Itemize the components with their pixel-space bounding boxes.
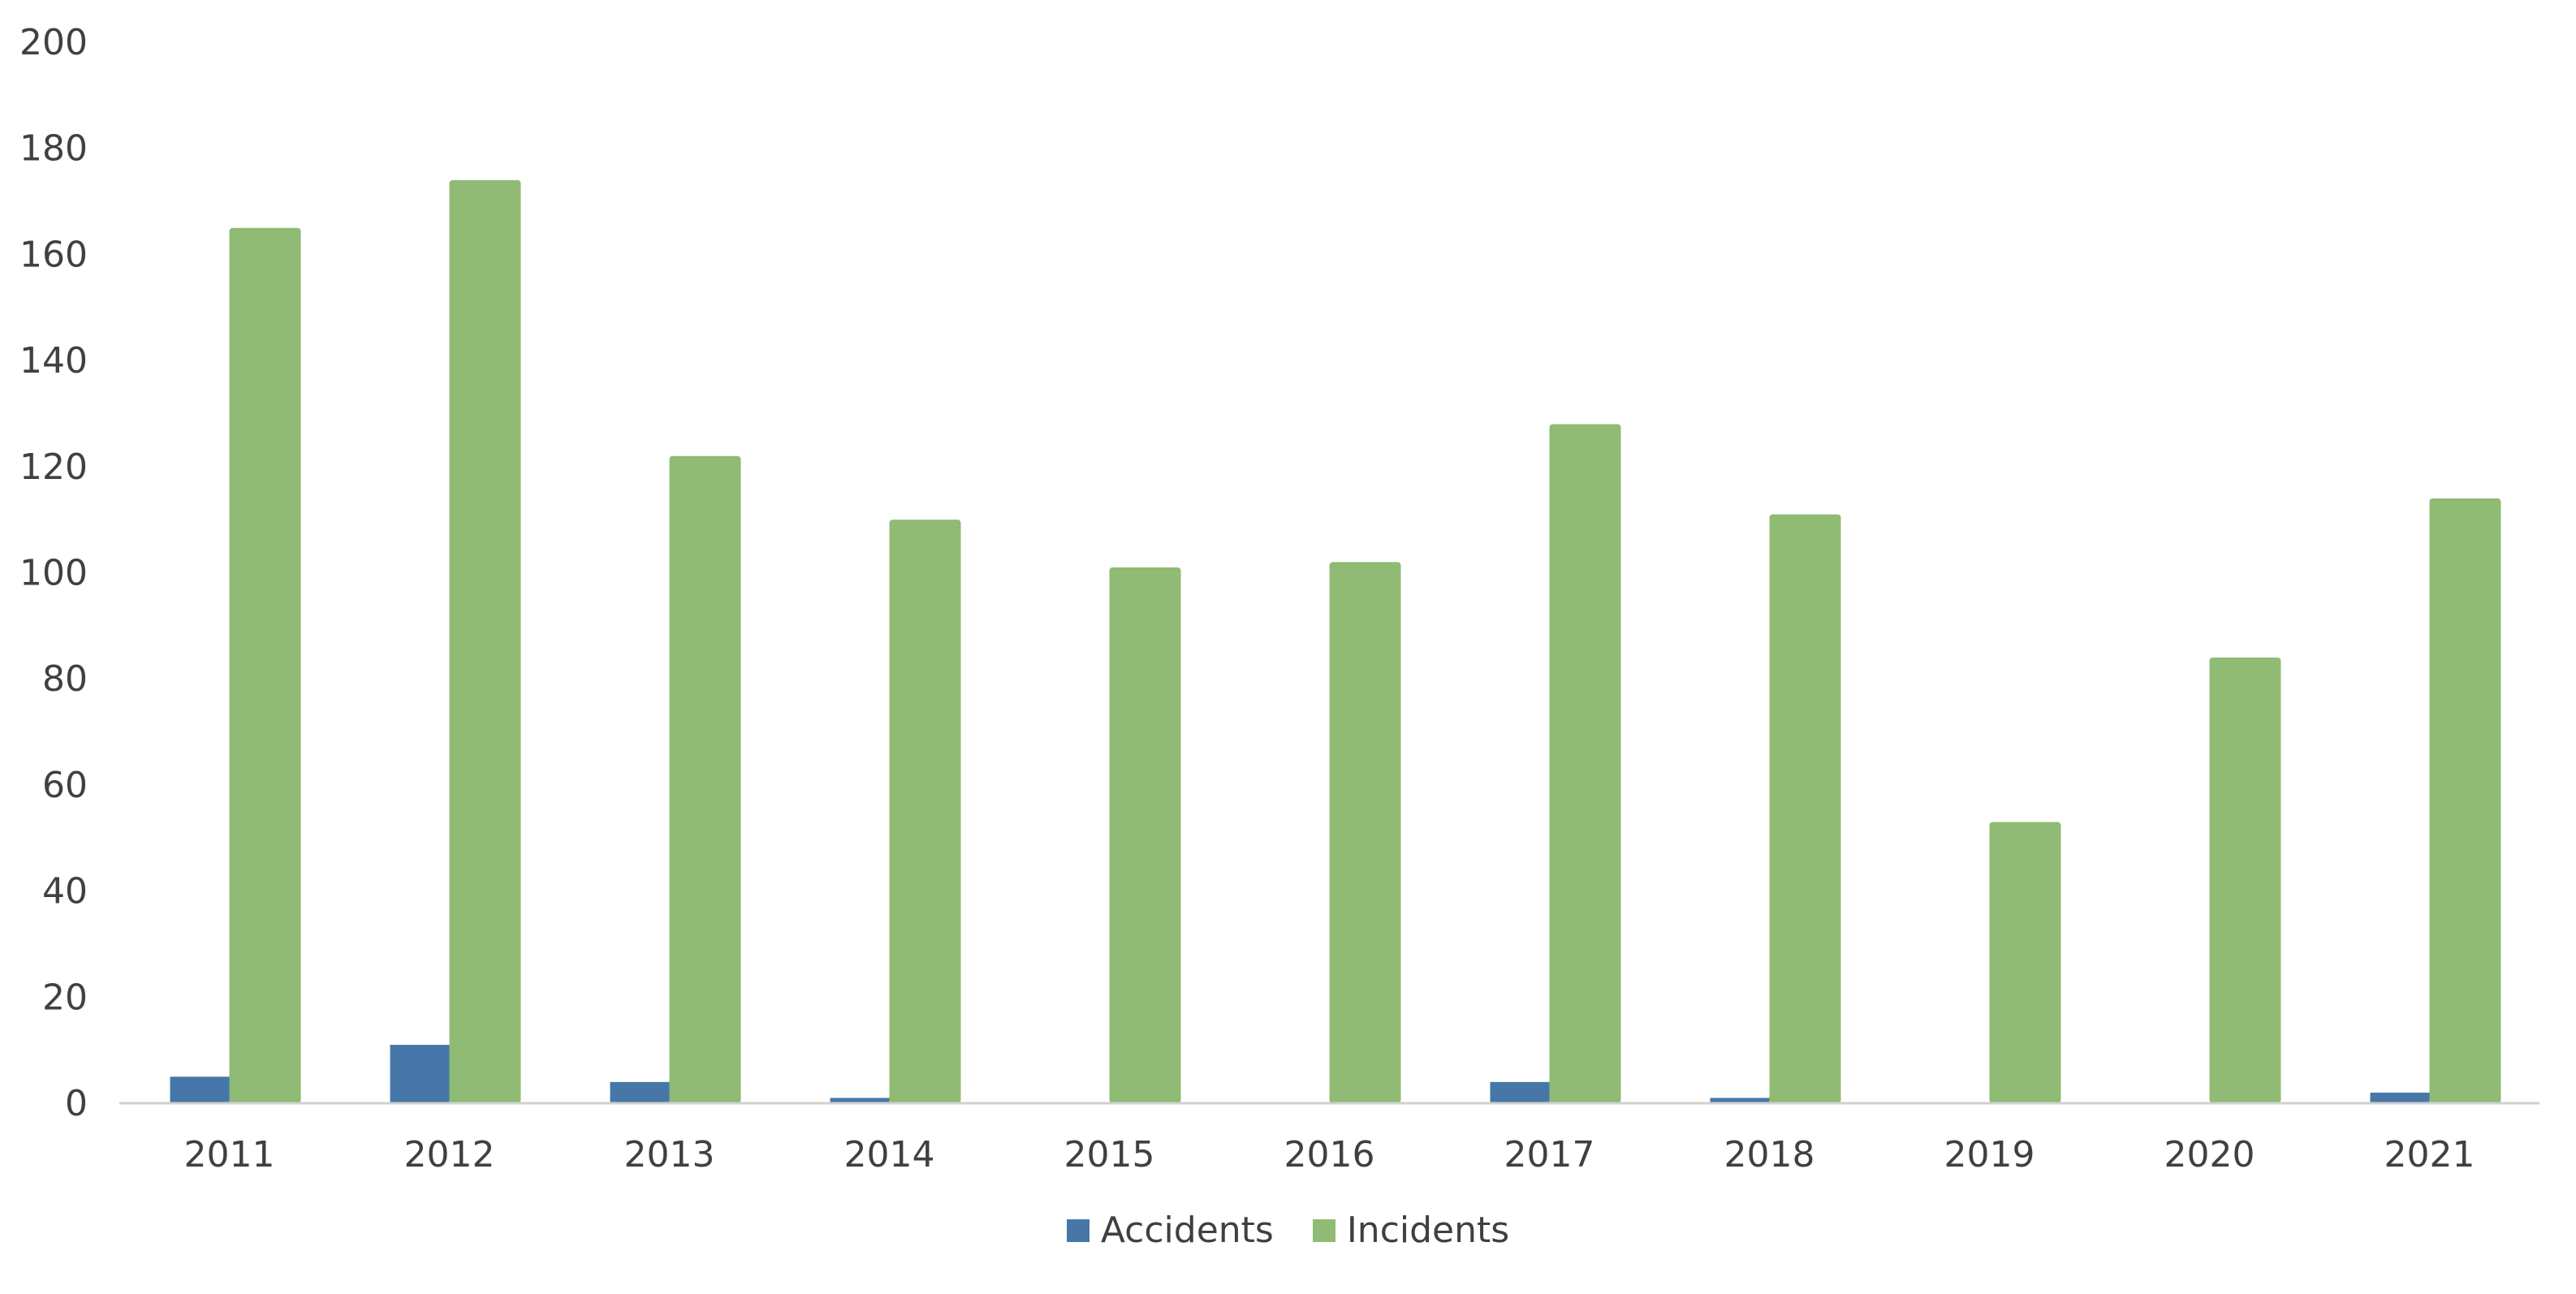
- x-tick-label: 2016: [1284, 1134, 1375, 1175]
- y-tick-label: 100: [19, 553, 88, 594]
- bar-accidents-2018: [1710, 1098, 1770, 1103]
- y-tick-label: 200: [19, 22, 88, 63]
- legend-swatch-incidents: [1312, 1219, 1335, 1242]
- bar-incidents-2016: [1329, 562, 1401, 1103]
- y-tick-label: 60: [42, 765, 88, 806]
- x-tick-label: 2015: [1064, 1134, 1155, 1175]
- bar-incidents-2020: [2209, 658, 2281, 1103]
- y-tick-label: 20: [42, 977, 88, 1018]
- bar-incidents-2021: [2429, 498, 2501, 1103]
- y-tick-label: 40: [42, 871, 88, 912]
- x-tick-label: 2017: [1504, 1134, 1595, 1175]
- y-tick-label: 120: [19, 446, 88, 488]
- bar-accidents-2011: [170, 1076, 230, 1103]
- bar-incidents-2013: [669, 455, 741, 1103]
- bar-accidents-2017: [1490, 1081, 1550, 1103]
- x-tick-label: 2019: [1944, 1134, 2035, 1175]
- y-tick-label: 0: [65, 1083, 88, 1124]
- bar-incidents-2014: [889, 520, 961, 1103]
- bar-accidents-2021: [2370, 1092, 2430, 1103]
- x-tick-label: 2014: [844, 1134, 935, 1175]
- legend-item-accidents: Accidents: [1066, 1210, 1274, 1251]
- legend: Accidents Incidents: [0, 1210, 2576, 1251]
- x-tick-label: 2021: [2384, 1134, 2475, 1175]
- bar-incidents-2018: [1769, 514, 1841, 1103]
- x-tick-label: 2013: [624, 1134, 715, 1175]
- y-tick-label: 160: [19, 234, 88, 275]
- x-tick-label: 2020: [2164, 1134, 2255, 1175]
- x-axis: 2011 2012 2013 2014 2015 2016 2017 2018 2019 2020…: [184, 1134, 2475, 1175]
- legend-item-incidents: Incidents: [1312, 1210, 1510, 1251]
- legend-label-incidents: Incidents: [1346, 1210, 1510, 1251]
- bar-incidents-2011: [229, 227, 301, 1104]
- x-tick-label: 2011: [184, 1134, 275, 1175]
- x-tick-label: 2012: [404, 1134, 495, 1175]
- bars-group: [170, 179, 2501, 1104]
- y-axis: 0 20 40 60 80 100 120 140 160 180 200: [19, 22, 88, 1124]
- y-tick-label: 180: [19, 128, 88, 170]
- bar-incidents-2019: [1989, 822, 2061, 1103]
- y-tick-label: 140: [19, 340, 88, 382]
- x-tick-label: 2018: [1724, 1134, 1815, 1175]
- bar-incidents-2012: [449, 179, 521, 1103]
- bar-accidents-2013: [610, 1081, 670, 1103]
- bar-accidents-2012: [390, 1045, 450, 1103]
- y-tick-label: 80: [42, 658, 88, 700]
- legend-swatch-accidents: [1066, 1219, 1090, 1242]
- bar-incidents-2015: [1109, 567, 1181, 1103]
- legend-label-accidents: Accidents: [1100, 1210, 1274, 1251]
- bar-accidents-2014: [830, 1098, 890, 1103]
- bar-incidents-2017: [1549, 424, 1621, 1103]
